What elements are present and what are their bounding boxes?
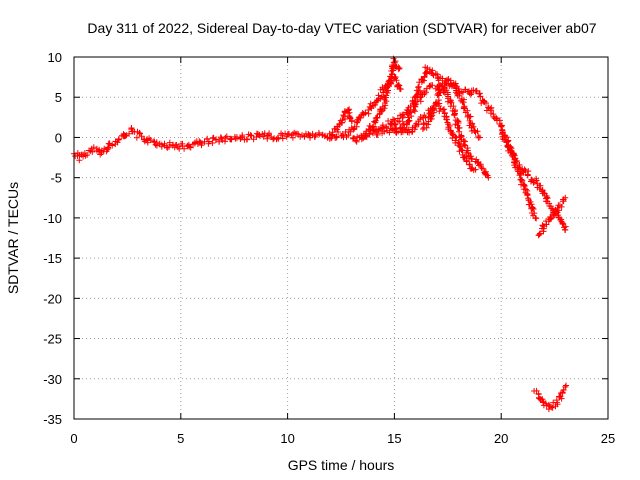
data-point-markers (349, 55, 403, 145)
series-track-a (326, 106, 355, 142)
x-tick-label: 15 (387, 431, 401, 446)
x-tick-label: 10 (280, 431, 294, 446)
series-baseline (71, 125, 340, 164)
y-axis-title: SDTVAR / TECUs (5, 182, 21, 294)
x-tick-label: 5 (177, 431, 184, 446)
x-tick-label: 0 (70, 431, 77, 446)
chart-title: Day 311 of 2022, Sidereal Day-to-day VTE… (87, 20, 596, 36)
data-point-markers (326, 106, 355, 142)
y-tick-label: -15 (43, 251, 62, 266)
series-track-k (531, 382, 569, 413)
axis-ticks: 0 5 10 15 20 25 10 5 0 -5 -10 -15 -20 -25 -30 -35 (43, 50, 615, 446)
plot-border (73, 56, 609, 420)
y-tick-label: -30 (43, 372, 62, 387)
y-tick-label: -5 (50, 171, 62, 186)
series-track-e (369, 82, 492, 181)
data-points (71, 55, 569, 413)
y-tick-label: -20 (43, 291, 62, 306)
y-tick-label: -10 (43, 211, 62, 226)
series-track-g (419, 76, 483, 141)
x-axis-title: GPS time / hours (288, 457, 395, 473)
data-point-markers (369, 82, 492, 181)
y-tick-label: 10 (48, 50, 62, 65)
series-track-c (349, 55, 403, 145)
y-tick-label: 5 (55, 90, 62, 105)
data-point-markers (419, 76, 483, 141)
y-tick-label: -35 (43, 412, 62, 427)
x-tick-label: 20 (494, 431, 508, 446)
data-point-markers (535, 194, 569, 239)
data-point-markers (71, 125, 340, 164)
y-tick-label: -25 (43, 332, 62, 347)
x-tick-label: 25 (601, 431, 615, 446)
series-track-j (535, 194, 569, 239)
y-tick-label: 0 (55, 130, 62, 145)
data-point-markers (531, 382, 569, 413)
